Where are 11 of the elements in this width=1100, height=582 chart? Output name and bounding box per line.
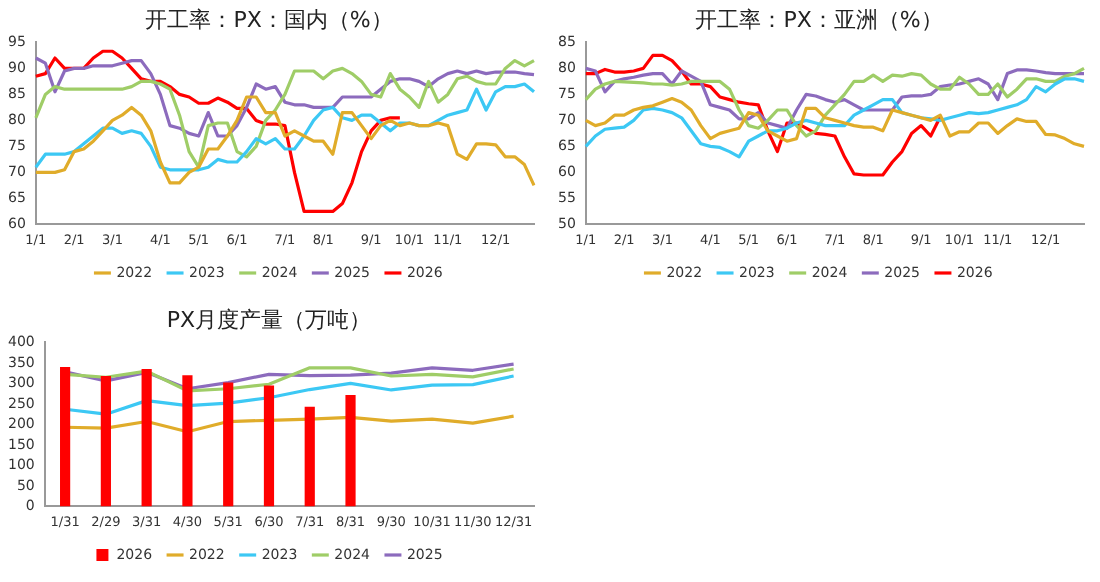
bar: [345, 394, 356, 507]
chart-title: PX月度产量（万吨）: [166, 306, 372, 333]
bar: [100, 376, 111, 507]
bar: [60, 367, 71, 507]
chart-title: 开工率：PX：国内（%）: [145, 6, 393, 33]
bar: [304, 406, 315, 507]
chart-title: 开工率：PX：亚洲（%）: [695, 6, 943, 33]
bar: [263, 385, 275, 507]
bar: [141, 369, 152, 507]
bar: [182, 375, 193, 507]
bar: [223, 382, 234, 507]
